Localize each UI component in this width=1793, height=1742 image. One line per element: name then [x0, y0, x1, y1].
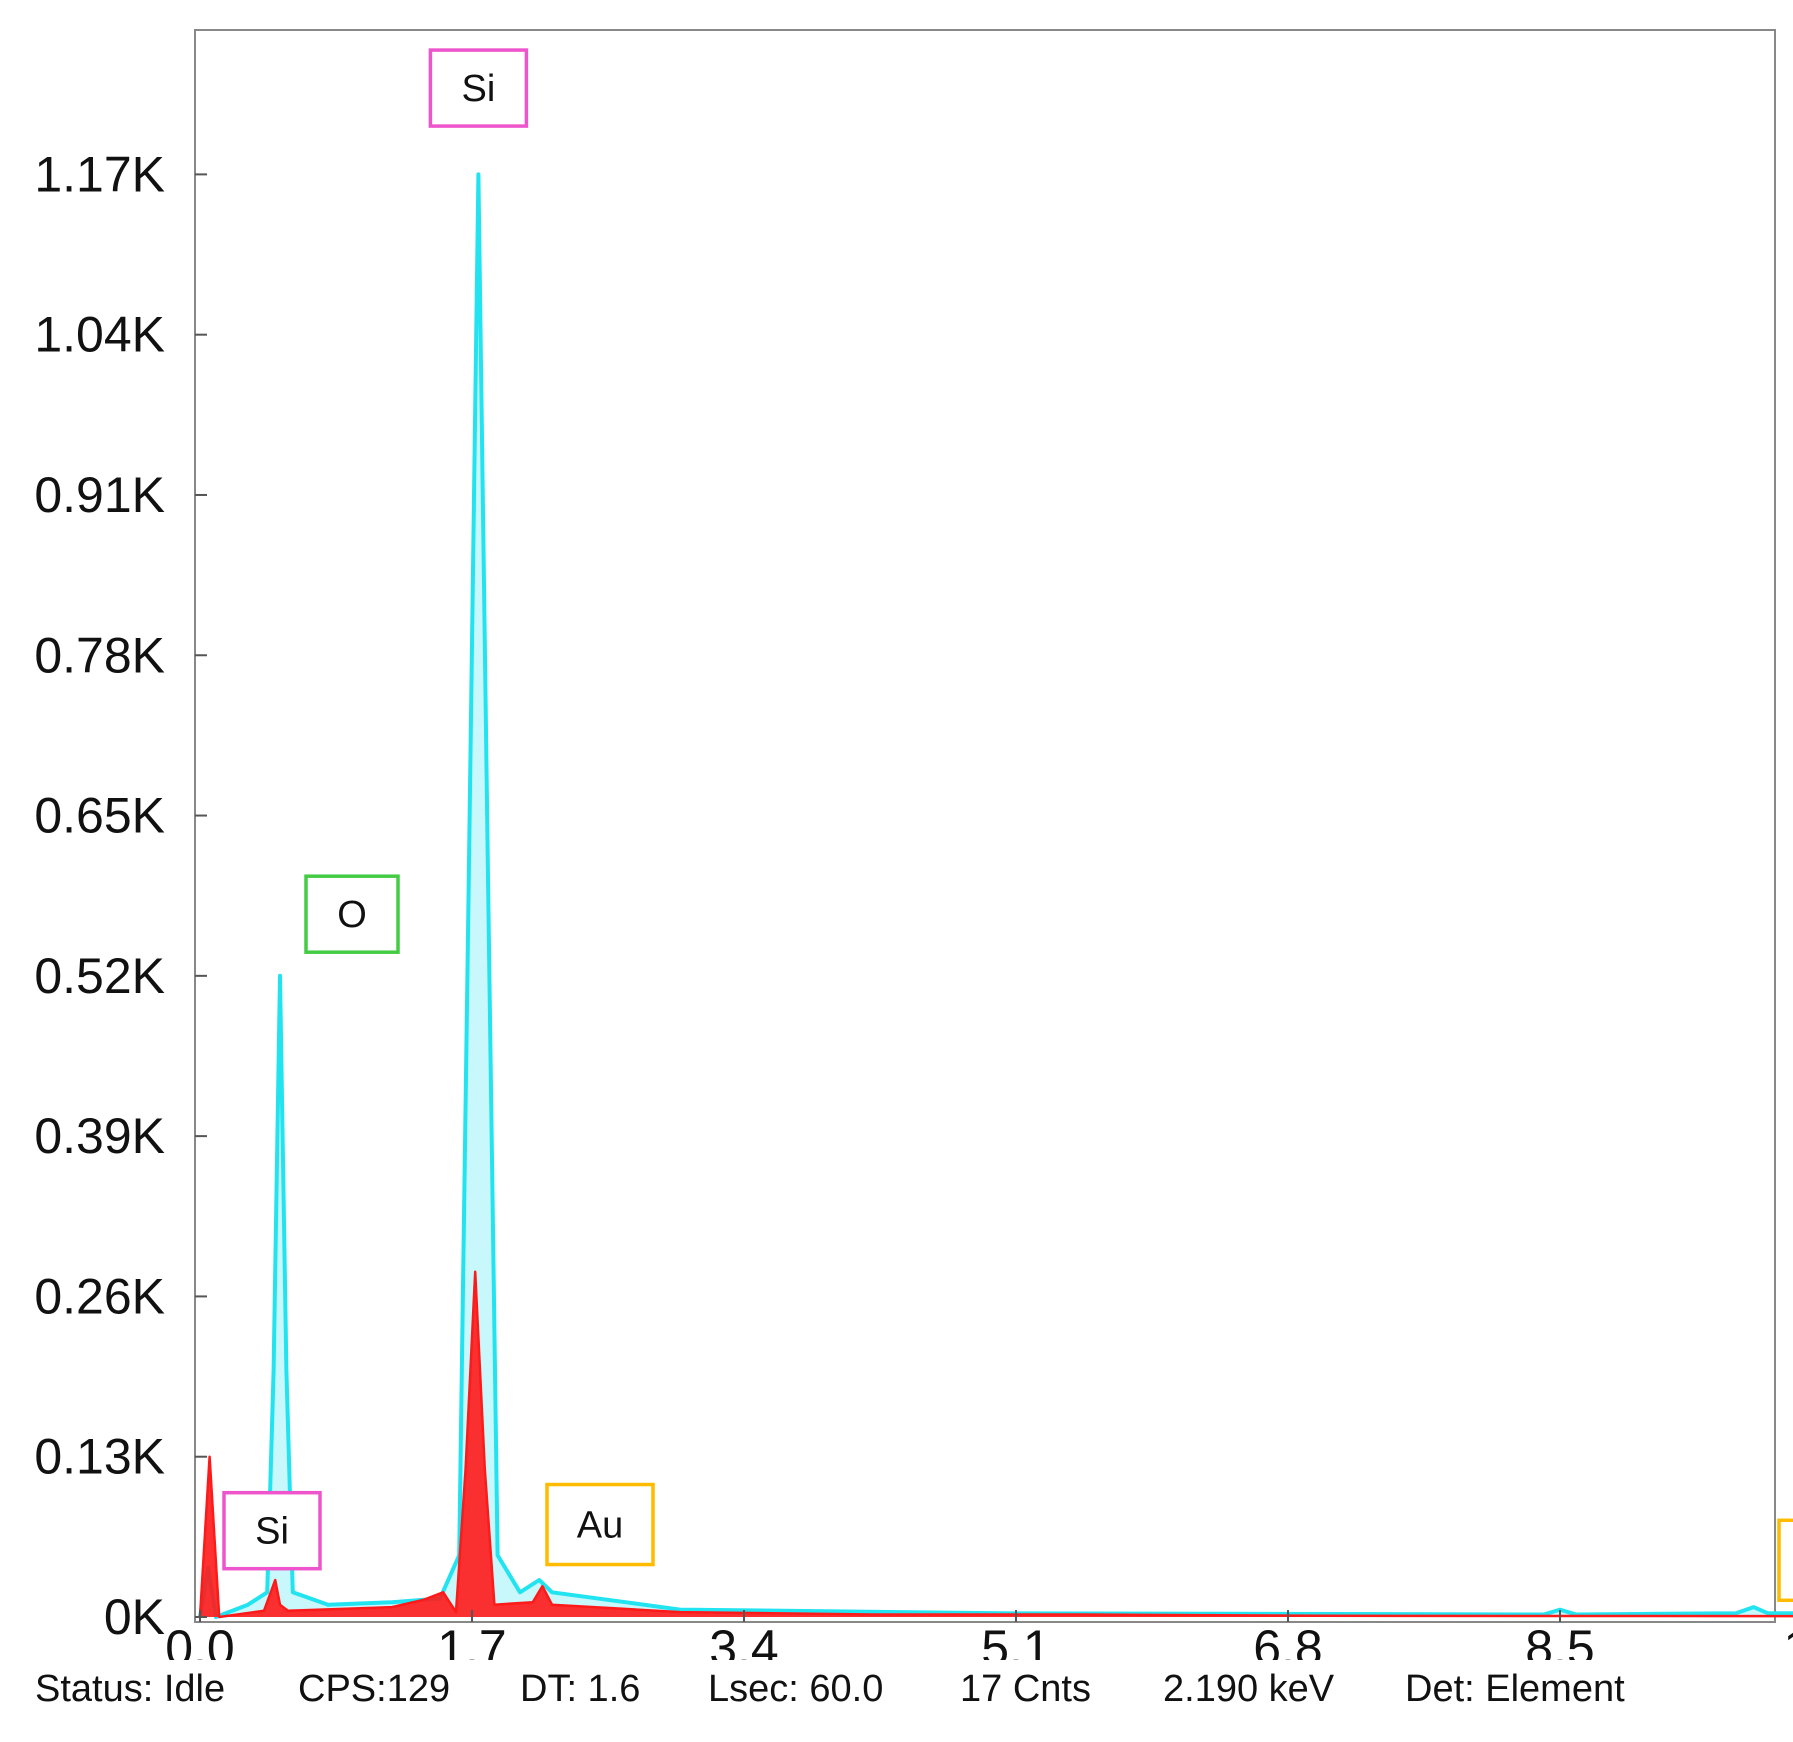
peak-label-box	[428, 48, 529, 128]
x-tick-label: 1.7	[437, 1620, 507, 1660]
peak-label-box	[545, 1482, 655, 1567]
peak-labels: SiOSiAuAuAu	[222, 48, 1793, 1603]
plot-area	[194, 29, 1776, 1623]
y-tick-label: 0.65K	[34, 788, 165, 844]
y-tick-label: 0.91K	[34, 467, 165, 523]
y-tick-label: 0K	[104, 1589, 165, 1645]
y-tick-label: 0.13K	[34, 1429, 165, 1485]
peak-label-box	[222, 1490, 322, 1571]
y-tick-label: 0.26K	[34, 1268, 165, 1324]
status-cps: CPS:129	[298, 1668, 451, 1710]
status-counts: 17 Cnts	[960, 1668, 1091, 1710]
y-tick-label: 0.52K	[34, 948, 165, 1004]
peak-label-au: Au	[577, 1505, 623, 1547]
y-tick-label: 1.17K	[34, 146, 165, 202]
x-axis-ticks: 0.01.73.45.16.88.510.211.913.615.3	[165, 1610, 1793, 1660]
x-tick-label: 10.2	[1783, 1620, 1793, 1660]
status-bar: Status: Idle CPS:129 DT: 1.6 Lsec: 60.0 …	[0, 1668, 1793, 1728]
x-tick-label: 6.8	[1253, 1620, 1323, 1660]
peak-label-si: Si	[462, 68, 496, 110]
y-tick-label: 0.39K	[34, 1108, 165, 1164]
peak-label-si: Si	[255, 1511, 289, 1553]
x-tick-label: 3.4	[709, 1620, 779, 1660]
x-tick-label: 8.5	[1525, 1620, 1595, 1660]
status-cursor-energy: 2.190 keV	[1163, 1668, 1335, 1710]
status-state: Status: Idle	[35, 1668, 226, 1710]
status-live-seconds: Lsec: 60.0	[708, 1668, 884, 1710]
peak-label-box	[304, 874, 400, 954]
status-detector: Det: Element	[1405, 1668, 1625, 1710]
peak-label-box	[1777, 1518, 1793, 1603]
x-tick-label: 0.0	[165, 1620, 235, 1660]
x-tick-label: 5.1	[981, 1620, 1051, 1660]
eds-spectrum-chart: 0K 0.13K 0.26K 0.39K 0.52K 0.65K 0.78K 0.91K 1.0…	[34, 29, 1793, 1660]
y-axis-ticks: 0K 0.13K 0.26K 0.39K 0.52K 0.65K 0.78K 0.91K 1.0…	[34, 146, 207, 1645]
status-dead-time: DT: 1.6	[520, 1668, 641, 1710]
series-0-line	[198, 172, 1793, 1619]
y-tick-label: 0.78K	[34, 627, 165, 683]
peak-label-o: O	[337, 894, 367, 936]
y-tick-label: 1.04K	[34, 307, 165, 363]
